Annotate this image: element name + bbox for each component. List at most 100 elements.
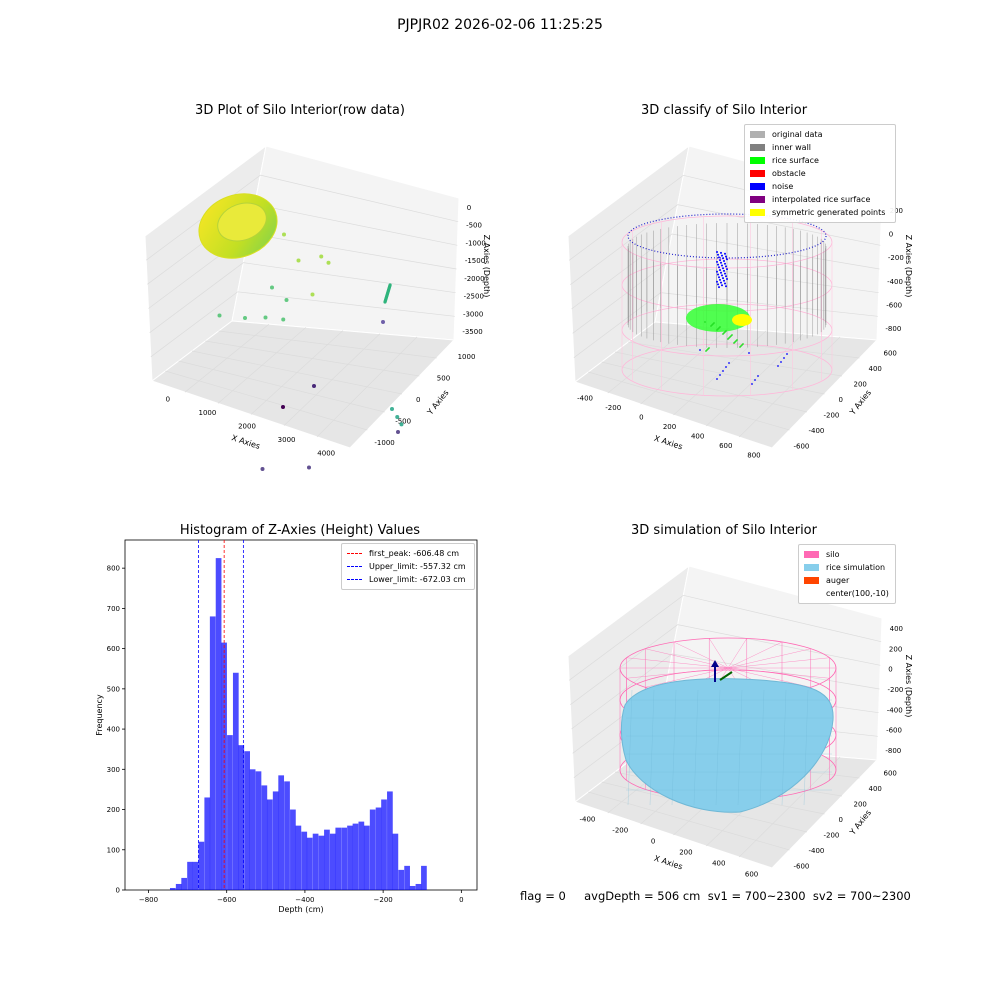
histogram-bar [169, 887, 176, 890]
histogram-bar [421, 865, 427, 890]
legend-item-upper-limit: Upper_limit: -557.32 cm [347, 560, 469, 573]
y-tick-label: -400 [809, 847, 825, 855]
x-tick-label: 4000 [317, 449, 335, 457]
z-tick-label: -400 [887, 706, 903, 714]
y-tick-label: 600 [884, 770, 897, 778]
legend-item-auger: auger [804, 574, 890, 587]
histogram-bar [209, 616, 216, 890]
noise-point [748, 352, 750, 354]
legend-label: interpolated rice surface [772, 195, 871, 204]
y-tick-label: 300 [107, 766, 120, 774]
noise-point [717, 253, 719, 256]
y-tick-label: 500 [437, 374, 450, 382]
histogram-bar [381, 799, 387, 890]
noise-point [718, 266, 720, 269]
y-tick-label: -500 [395, 418, 411, 426]
y-tick-label: 0 [839, 816, 843, 824]
legend-label: Lower_limit: -672.03 cm [369, 575, 466, 584]
legend-item-noise: noise [750, 180, 890, 193]
x-tick-label: -400 [579, 816, 595, 824]
x-tick-label: −600 [217, 896, 236, 904]
noise-point [723, 260, 725, 262]
mesh-line [649, 689, 655, 806]
x-tick-label: 600 [745, 871, 758, 879]
noise-point [722, 257, 724, 260]
histogram-bar [232, 672, 239, 890]
y-axis-label: Y Axies [425, 388, 451, 417]
noise-point [716, 260, 718, 263]
histogram-bar [352, 823, 359, 890]
histogram-bar [255, 771, 262, 890]
histogram-bar [363, 825, 370, 890]
noise-point [718, 286, 720, 289]
y-tick-label: -600 [794, 862, 810, 870]
z-tick-label: -1000 [465, 239, 485, 247]
outlier-point [310, 292, 315, 297]
noise-point [724, 252, 726, 255]
legend-label: original data [772, 130, 823, 139]
outlier-point [284, 298, 289, 302]
noise-point [726, 278, 728, 280]
x-tick-label: −400 [295, 896, 314, 904]
silo-lid-spoke [626, 657, 729, 669]
legend-swatch [750, 157, 765, 164]
grid-line [570, 624, 881, 705]
histogram-bar [341, 827, 347, 890]
histogram-bar [290, 809, 296, 890]
noise-point [725, 255, 727, 258]
noise-point [777, 365, 779, 367]
z-tick-label: 0 [888, 666, 892, 674]
noise-point [728, 362, 730, 364]
histogram-bar [278, 775, 285, 890]
y-tick-label: 0 [116, 887, 120, 895]
outlier-point [296, 258, 301, 263]
figure-suptitle: PJPJR02 2026-02-06 11:25:25 [397, 17, 603, 33]
z-tick-label: 400 [890, 625, 903, 633]
legend-item-original-data: original data [750, 128, 890, 141]
y-tick-label: -200 [824, 411, 840, 419]
z-tick-label: -200 [888, 254, 904, 262]
y-tick-label: 0 [839, 396, 843, 404]
legend-swatch [804, 577, 819, 584]
legend-item-first-peak: first_peak: -606.48 cm [347, 547, 469, 560]
noise-point [722, 277, 724, 280]
outlier-point [270, 285, 274, 290]
y-tick-label: 600 [107, 645, 120, 653]
histogram-bar [409, 885, 416, 890]
histogram-bar [347, 825, 353, 890]
legend-swatch [804, 590, 819, 597]
legend-item-lower-limit: Lower_limit: -672.03 cm [347, 573, 469, 586]
histogram-bar [272, 791, 279, 890]
silo-lid-spoke [727, 641, 783, 669]
simulation-3d-plot: -400-2000200400600-600-400-2000200400600… [567, 564, 913, 879]
noise-point [723, 279, 725, 282]
outlier-point [281, 405, 285, 409]
grid-line [218, 330, 437, 359]
rice-surface [686, 304, 750, 332]
noise-point [717, 263, 719, 266]
legend-swatch [750, 144, 765, 151]
noise-point [721, 284, 723, 287]
noise-point [724, 272, 726, 275]
x-tick-label: 3000 [278, 436, 296, 444]
histogram-bar [227, 735, 233, 890]
histogram-bar [392, 833, 399, 890]
legend-label: center(100,-10) [826, 589, 889, 598]
y-axis-label: Frequency [95, 694, 104, 736]
legend-line [347, 579, 362, 580]
legend-swatch [804, 564, 819, 571]
noise-point [720, 261, 722, 264]
histogram-bar [369, 809, 376, 890]
grid-line [145, 174, 459, 261]
legend-label: noise [772, 182, 794, 191]
legend-swatch [750, 183, 765, 190]
rice-point [713, 322, 715, 324]
histogram-legend: first_peak: -606.48 cm Upper_limit: -557… [341, 543, 475, 590]
x-tick-label: 200 [663, 423, 676, 431]
z-tick-label: -500 [466, 222, 482, 230]
grid-line [571, 653, 880, 730]
noise-point [724, 262, 726, 265]
legend-label: symmetric generated points [772, 208, 886, 217]
mesh-line [803, 689, 809, 806]
noise-point [718, 276, 720, 279]
